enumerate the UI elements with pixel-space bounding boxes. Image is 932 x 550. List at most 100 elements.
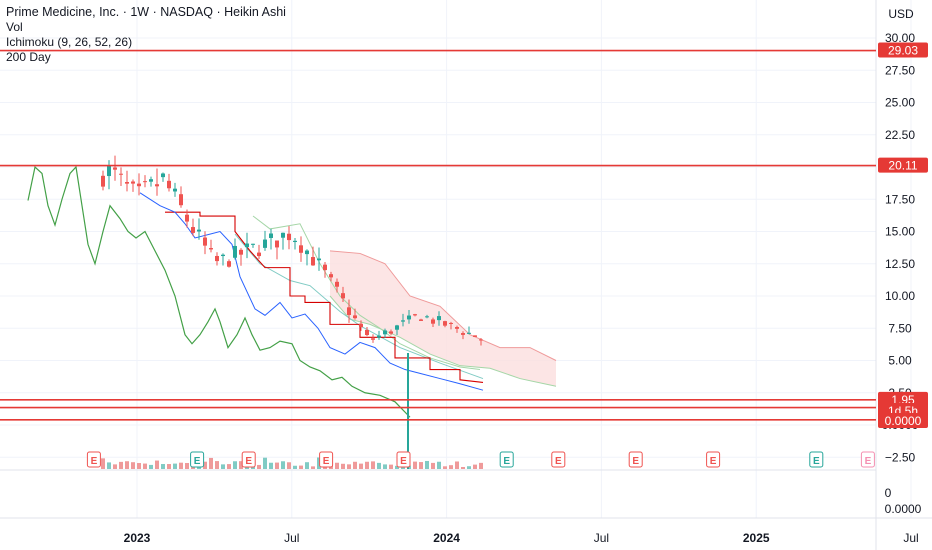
volume-bar: [365, 461, 369, 469]
price-tick-label: 12.50: [885, 257, 915, 271]
candle-body: [257, 252, 261, 257]
time-axis-label: Jul: [903, 531, 918, 545]
candle-body: [329, 274, 333, 278]
candle-body: [251, 243, 255, 245]
price-tick-label: 17.50: [885, 192, 915, 206]
candle-body: [479, 339, 483, 341]
candle-body: [455, 327, 459, 329]
earnings-marker-label: E: [245, 456, 252, 467]
volume-bar: [263, 457, 267, 469]
volume-bar: [347, 464, 351, 469]
candle-body: [239, 249, 243, 255]
volume-bar: [257, 464, 261, 469]
volume-bar: [215, 461, 219, 469]
earnings-marker-label: E: [865, 456, 872, 467]
candle-body: [383, 330, 387, 335]
volume-bar: [467, 466, 471, 469]
candle-body: [353, 315, 357, 319]
volume-bar: [389, 464, 393, 469]
ichimoku-base-line: [165, 211, 484, 383]
volume-bar: [443, 466, 447, 469]
volume-bar: [269, 462, 273, 469]
volume-bar: [167, 464, 171, 469]
earnings-marker: [396, 451, 411, 468]
legend-volume[interactable]: Vol: [6, 20, 23, 34]
candle-body: [161, 173, 165, 178]
earnings-marker: [809, 451, 824, 468]
volume-bar: [137, 463, 141, 469]
candle-body: [317, 258, 321, 261]
candle-body: [407, 315, 411, 320]
volume-bar: [203, 461, 207, 469]
candle-body: [269, 233, 273, 238]
legend-moving-average[interactable]: 200 Day: [6, 50, 51, 64]
earnings-marker-label: E: [194, 456, 201, 467]
earnings-marker-label: E: [91, 456, 98, 467]
volume-bar: [455, 461, 459, 469]
candle-body: [335, 281, 339, 287]
earnings-marker-label: E: [323, 456, 330, 467]
time-axis-label: Jul: [594, 531, 609, 545]
currency-label[interactable]: USD: [888, 7, 914, 21]
volume-bar: [317, 457, 321, 469]
candle-body: [131, 181, 135, 184]
volume-bar: [479, 462, 483, 469]
candle-body: [125, 182, 129, 184]
candle-body: [209, 248, 213, 250]
legend-ichimoku[interactable]: Ichimoku (9, 26, 52, 26): [6, 35, 133, 49]
time-axis-label: Jul: [284, 531, 299, 545]
candle-body: [287, 233, 291, 241]
earnings-marker: [86, 451, 101, 468]
price-tick-label: 22.50: [885, 128, 915, 142]
candle-body: [215, 255, 219, 262]
earnings-marker-label: E: [555, 456, 562, 467]
volume-bar: [149, 464, 153, 469]
volume-bar: [251, 466, 255, 469]
earnings-marker: [190, 451, 205, 468]
lower-pane-tick-label: 0: [885, 486, 892, 500]
volume-bar: [281, 461, 285, 469]
volume-bar: [359, 463, 363, 469]
price-level-badge: [878, 42, 928, 58]
candle-body: [377, 335, 381, 338]
candle-body: [173, 188, 177, 192]
volume-bar: [371, 461, 375, 469]
candle-body: [341, 293, 345, 299]
volume-bar: [449, 465, 453, 469]
volume-bar: [185, 463, 189, 469]
price-tick-label: 27.50: [885, 63, 915, 77]
ichimoku-cloud: [330, 250, 556, 387]
legend-title[interactable]: Prime Medicine, Inc. · 1W · NASDAQ · Hei…: [6, 5, 286, 19]
volume-bar: [377, 462, 381, 469]
earnings-marker: [241, 451, 256, 468]
candle-body: [359, 323, 363, 328]
candle-body: [413, 314, 417, 316]
candle-body: [185, 214, 189, 222]
volume-bar: [101, 458, 105, 469]
candle-body: [107, 165, 111, 177]
candle-body: [431, 319, 435, 324]
candle-body: [293, 240, 297, 243]
candle-body: [299, 245, 303, 253]
lower-pane-tick-label: 0.0000: [885, 502, 922, 516]
volume-bar: [107, 462, 111, 469]
volume-bar: [143, 463, 147, 469]
volume-bar: [419, 462, 423, 469]
candle-body: [245, 243, 249, 248]
volume-bar: [305, 462, 309, 469]
candle-body: [347, 307, 351, 315]
volume-bar: [335, 462, 339, 469]
ichimoku-lagging-span: [27, 165, 411, 418]
earnings-marker-label: E: [400, 456, 407, 467]
candle-body: [311, 257, 315, 266]
candle-body: [371, 338, 375, 340]
candle-body: [263, 239, 267, 248]
volume-bar: [275, 462, 279, 469]
price-level-badge-label: 29.03: [888, 44, 918, 58]
price-tick-label: 30.00: [885, 31, 915, 45]
price-level-badge-label: 20.11: [888, 159, 917, 173]
price-level-badge: [878, 157, 928, 173]
volume-bar: [425, 460, 429, 469]
